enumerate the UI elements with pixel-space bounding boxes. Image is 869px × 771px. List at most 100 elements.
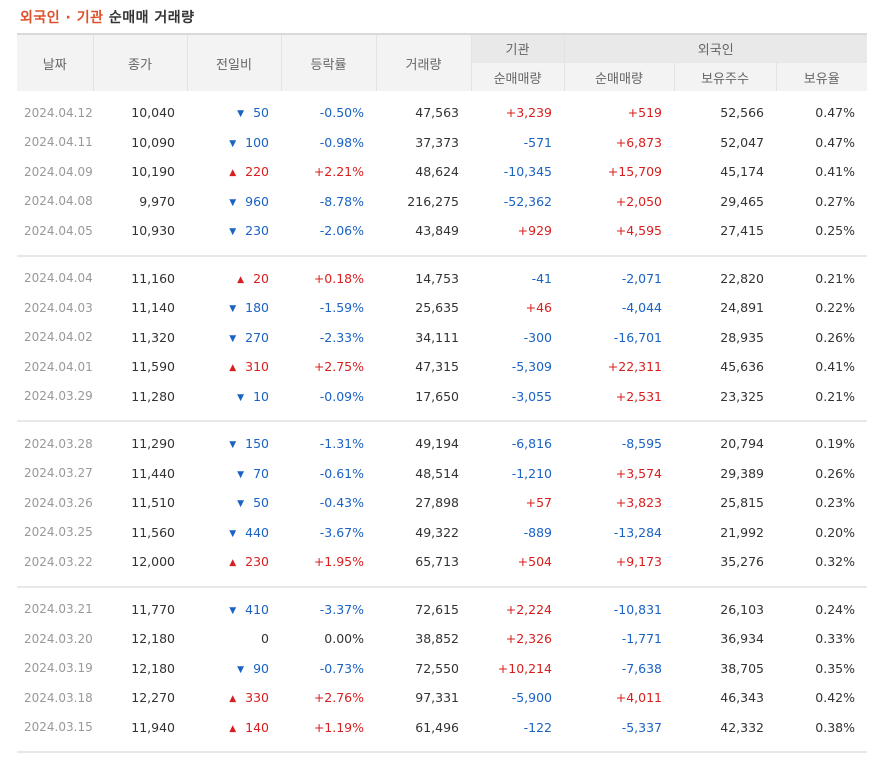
volume-cell: 48,624 (415, 164, 459, 180)
volume-cell: 72,615 (415, 601, 459, 617)
rate-cell: -0.50% (319, 105, 364, 121)
holdings-cell: 28,935 (720, 329, 764, 345)
up-triangle-icon: ▲ (229, 363, 237, 374)
volume-cell: 34,111 (415, 329, 459, 345)
volume-cell: 14,753 (415, 270, 459, 286)
date-cell: 2024.03.26 (24, 495, 93, 510)
close-cell: 11,560 (131, 524, 175, 540)
down-triangle-icon: ▼ (229, 333, 237, 344)
volume-cell: 61,496 (415, 719, 459, 735)
group-spacer (17, 91, 867, 98)
change-cell: ▼ 150 (187, 429, 281, 459)
inst-net-cell: -3,055 (511, 388, 552, 404)
close-cell: 11,440 (131, 465, 175, 481)
header-foreign-net: 순매매량 (564, 62, 675, 91)
group-gap (17, 411, 867, 421)
foreign-net-cell: +3,823 (615, 495, 662, 511)
date-cell: 2024.04.04 (24, 271, 93, 286)
foreign-net-cell: +4,011 (615, 690, 662, 706)
table-row: 2024.04.09 10,190 ▲ 220 +2.21% 48,624 -10,345 +… (17, 157, 867, 187)
table-row: 2024.04.01 11,590 ▲ 310 +2.75% 47,315 -5,309 +2… (17, 352, 867, 382)
foreign-net-cell: +15,709 (607, 164, 662, 180)
hold-ratio-cell: 0.38% (815, 719, 855, 735)
rate-cell: +2.76% (313, 690, 364, 706)
change-cell: ▲ 330 (187, 683, 281, 713)
holdings-cell: 38,705 (720, 660, 764, 676)
inst-net-cell: +3,239 (505, 105, 552, 121)
close-cell: 11,140 (131, 300, 175, 316)
volume-cell: 72,550 (415, 660, 459, 676)
table-row: 2024.04.08 9,970 ▼ 960 -8.78% 216,275 -52,362 +… (17, 187, 867, 217)
inst-net-cell: +46 (525, 300, 552, 316)
hold-ratio-cell: 0.19% (815, 436, 855, 452)
date-cell: 2024.04.01 (24, 359, 93, 374)
rate-cell: -0.73% (319, 660, 364, 676)
change-value: 230 (245, 223, 269, 239)
down-triangle-icon: ▼ (237, 499, 245, 510)
inst-net-cell: -5,309 (511, 359, 552, 375)
table-row: 2024.03.22 12,000 ▲ 230 +1.95% 65,713 +504 +9,1… (17, 547, 867, 577)
date-cell: 2024.03.27 (24, 466, 93, 481)
change-value: 270 (245, 329, 269, 345)
change-value: 100 (245, 134, 269, 150)
table-row: 2024.04.02 11,320 ▼ 270 -2.33% 34,111 -300 -16,… (17, 323, 867, 353)
inst-net-cell: -300 (523, 329, 552, 345)
inst-net-cell: +2,326 (505, 631, 552, 647)
hold-ratio-cell: 0.24% (815, 601, 855, 617)
group-gap (17, 742, 867, 752)
rate-cell: -0.43% (319, 495, 364, 511)
date-cell: 2024.04.08 (24, 194, 93, 209)
change-value: 440 (245, 524, 269, 540)
holdings-cell: 29,389 (720, 465, 764, 481)
rate-cell: -0.61% (319, 465, 364, 481)
header-rate: 등락률 (281, 33, 377, 91)
close-cell: 9,970 (139, 193, 175, 209)
volume-cell: 47,315 (415, 359, 459, 375)
rate-cell: -2.06% (319, 223, 364, 239)
table-row: 2024.03.29 11,280 ▼ 10 -0.09% 17,650 -3,055 +2,… (17, 382, 867, 412)
spacer-cell (17, 257, 867, 264)
header-change: 전일비 (187, 33, 282, 91)
header-date: 날짜 (17, 33, 94, 91)
holdings-cell: 25,815 (720, 495, 764, 511)
change-value: 410 (245, 601, 269, 617)
close-cell: 10,090 (131, 134, 175, 150)
hold-ratio-cell: 0.35% (815, 660, 855, 676)
foreign-net-cell: -16,701 (613, 329, 662, 345)
table-row: 2024.03.20 12,180 0 0.00% 38,852 +2,326 -1,771… (17, 624, 867, 654)
down-triangle-icon: ▼ (237, 664, 245, 675)
table-row: 2024.03.26 11,510 ▼ 50 -0.43% 27,898 +57 +3,823… (17, 488, 867, 518)
hold-ratio-cell: 0.22% (815, 300, 855, 316)
change-value: 180 (245, 300, 269, 316)
table-row: 2024.04.05 10,930 ▼ 230 -2.06% 43,849 +929 +4,5… (17, 216, 867, 246)
date-cell: 2024.03.20 (24, 631, 93, 646)
volume-cell: 27,898 (415, 495, 459, 511)
divider-cell (17, 751, 867, 754)
volume-cell: 38,852 (415, 631, 459, 647)
date-cell: 2024.04.11 (24, 135, 93, 150)
close-cell: 11,290 (131, 436, 175, 452)
down-triangle-icon: ▼ (229, 440, 237, 451)
inst-net-cell: +929 (517, 223, 552, 239)
holdings-cell: 22,820 (720, 270, 764, 286)
table-row: 2024.04.03 11,140 ▼ 180 -1.59% 25,635 +46 -4,04… (17, 293, 867, 323)
change-cell: ▼ 270 (187, 323, 281, 353)
table-row: 2024.03.21 11,770 ▼ 410 -3.37% 72,615 +2,224 -1… (17, 595, 867, 625)
volume-cell: 48,514 (415, 465, 459, 481)
close-cell: 12,000 (131, 554, 175, 570)
volume-cell: 97,331 (415, 690, 459, 706)
header-foreign-group: 외국인 (564, 33, 867, 63)
holdings-cell: 52,566 (720, 105, 764, 121)
change-cell: ▼ 50 (187, 98, 281, 128)
change-cell: ▼ 180 (187, 293, 281, 323)
close-cell: 12,180 (131, 631, 175, 647)
volume-cell: 25,635 (415, 300, 459, 316)
rate-cell: -3.37% (319, 601, 364, 617)
foreign-net-cell: -10,831 (613, 601, 662, 617)
table-row: 2024.03.28 11,290 ▼ 150 -1.31% 49,194 -6,816 -8… (17, 429, 867, 459)
table-row: 2024.04.11 10,090 ▼ 100 -0.98% 37,373 -571 +6,8… (17, 128, 867, 158)
holdings-cell: 52,047 (720, 134, 764, 150)
gap-cell (17, 246, 867, 256)
foreign-net-cell: -5,337 (621, 719, 662, 735)
volume-cell: 47,563 (415, 105, 459, 121)
